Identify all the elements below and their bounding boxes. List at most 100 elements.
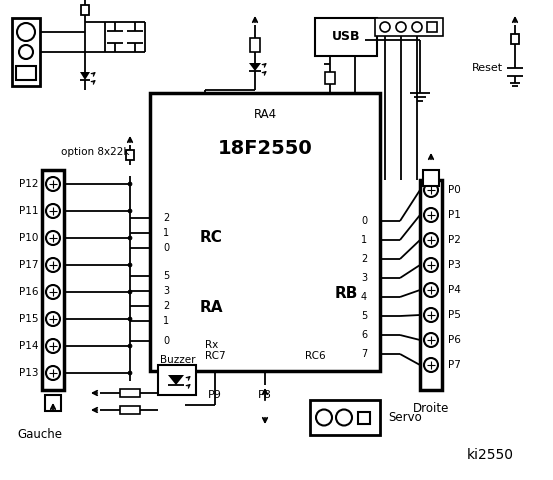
Circle shape	[380, 22, 390, 32]
Circle shape	[424, 208, 438, 222]
Text: P15: P15	[18, 314, 38, 324]
Bar	[120, 406, 140, 414]
Text: 6: 6	[361, 330, 367, 340]
Text: P13: P13	[18, 368, 38, 378]
Circle shape	[424, 258, 438, 272]
Text: P10: P10	[19, 233, 38, 243]
Bar	[511, 34, 519, 44]
Bar	[423, 170, 439, 186]
Bar	[325, 72, 335, 84]
Circle shape	[424, 358, 438, 372]
Text: Gauche: Gauche	[18, 429, 62, 442]
Text: RC7: RC7	[205, 351, 226, 361]
Text: 18F2550: 18F2550	[218, 139, 312, 157]
Text: RC6: RC6	[305, 351, 326, 361]
Bar	[81, 4, 89, 14]
Bar	[158, 365, 196, 395]
Text: P11: P11	[18, 206, 38, 216]
Bar	[358, 411, 370, 423]
Text: P7: P7	[448, 360, 461, 370]
Circle shape	[424, 283, 438, 297]
Bar	[250, 38, 260, 52]
Text: P16: P16	[18, 287, 38, 297]
Circle shape	[17, 23, 35, 41]
Text: 5: 5	[361, 311, 367, 321]
Text: P17: P17	[18, 260, 38, 270]
Circle shape	[46, 177, 60, 191]
Circle shape	[128, 344, 132, 348]
Text: 2: 2	[361, 254, 367, 264]
Text: RB: RB	[335, 286, 358, 300]
Text: 2: 2	[163, 301, 169, 311]
Text: P6: P6	[448, 335, 461, 345]
Bar	[310, 400, 380, 435]
Text: 0: 0	[163, 243, 169, 253]
Text: 4: 4	[361, 292, 367, 302]
Text: RA: RA	[200, 300, 223, 315]
Text: P4: P4	[448, 285, 461, 295]
Circle shape	[128, 317, 132, 321]
Text: 1: 1	[163, 228, 169, 238]
Circle shape	[424, 333, 438, 347]
Text: 0: 0	[163, 336, 169, 346]
Text: 5: 5	[163, 271, 169, 281]
Text: 1: 1	[361, 235, 367, 245]
Text: P2: P2	[448, 235, 461, 245]
Text: 2: 2	[163, 213, 169, 223]
Text: P8: P8	[258, 390, 272, 400]
Polygon shape	[80, 72, 90, 80]
Text: Droite: Droite	[413, 401, 449, 415]
Circle shape	[128, 209, 132, 213]
Bar	[42, 170, 64, 390]
Text: 3: 3	[361, 273, 367, 283]
Circle shape	[336, 409, 352, 425]
Text: RC: RC	[200, 230, 223, 245]
Bar	[12, 18, 40, 86]
Text: P3: P3	[448, 260, 461, 270]
Circle shape	[46, 231, 60, 245]
Polygon shape	[249, 63, 261, 71]
Text: USB: USB	[332, 31, 360, 44]
Text: Buzzer: Buzzer	[160, 355, 196, 365]
Bar	[120, 389, 140, 397]
Text: 7: 7	[361, 349, 367, 359]
Text: 1: 1	[163, 316, 169, 326]
Polygon shape	[168, 375, 184, 385]
Bar	[315, 18, 377, 56]
Text: P12: P12	[18, 179, 38, 189]
Text: 0: 0	[361, 216, 367, 226]
Circle shape	[424, 183, 438, 197]
Bar	[16, 66, 36, 80]
Bar	[150, 93, 380, 371]
Bar	[420, 180, 442, 390]
Bar	[375, 18, 443, 36]
Bar	[126, 150, 134, 160]
Circle shape	[46, 339, 60, 353]
Text: Reset: Reset	[472, 63, 503, 73]
Circle shape	[424, 308, 438, 322]
Circle shape	[424, 233, 438, 247]
Text: ki2550: ki2550	[467, 448, 514, 462]
Circle shape	[128, 263, 132, 267]
Text: Servo: Servo	[388, 411, 422, 424]
Circle shape	[46, 366, 60, 380]
Circle shape	[19, 45, 33, 59]
Circle shape	[46, 204, 60, 218]
Text: Rx: Rx	[205, 340, 218, 350]
Circle shape	[46, 258, 60, 272]
Text: 3: 3	[163, 286, 169, 296]
Circle shape	[396, 22, 406, 32]
Text: P0: P0	[448, 185, 461, 195]
Text: option 8x22k: option 8x22k	[61, 147, 129, 157]
Text: P1: P1	[448, 210, 461, 220]
Circle shape	[128, 290, 132, 294]
Text: P5: P5	[448, 310, 461, 320]
Circle shape	[412, 22, 422, 32]
Circle shape	[128, 236, 132, 240]
Circle shape	[46, 312, 60, 326]
Bar	[45, 395, 61, 411]
Circle shape	[46, 285, 60, 299]
Circle shape	[316, 409, 332, 425]
Bar	[427, 22, 437, 32]
Text: RA4: RA4	[253, 108, 276, 121]
